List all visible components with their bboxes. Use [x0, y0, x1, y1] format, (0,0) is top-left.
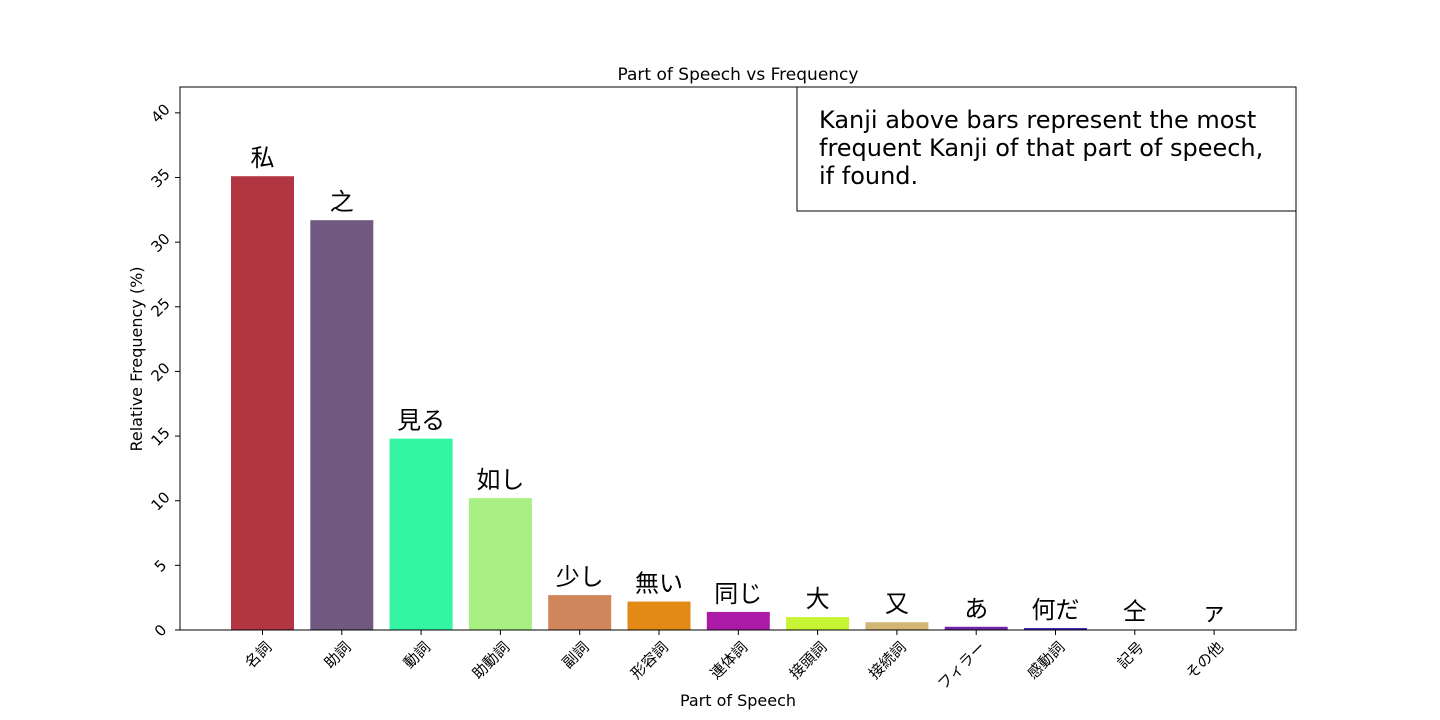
bar-kanji-label-3: 見る — [397, 407, 445, 435]
bar-kanji-label-9: 又 — [885, 590, 909, 618]
y-tick-label-5: 20 — [148, 359, 174, 385]
x-tick-label-10: フィラー — [934, 638, 989, 693]
x-tick-label-7: 連体詞 — [707, 638, 752, 683]
bar-kanji-label-13: ァ — [1202, 598, 1226, 626]
bar-kanji-label-11: 何だ — [1032, 596, 1080, 624]
x-tick-label-5: 副詞 — [559, 638, 593, 672]
x-tick-label-1: 名詞 — [241, 638, 275, 672]
x-tick-label-13: その他 — [1182, 638, 1227, 683]
x-tick-label-6: 形容詞 — [627, 638, 672, 683]
x-tick-label-11: 感動詞 — [1024, 638, 1069, 683]
annotation-line-1: Kanji above bars represent the most — [819, 106, 1256, 134]
bar-4 — [468, 498, 532, 630]
bar-10 — [944, 626, 1008, 630]
x-tick-label-12: 記号 — [1114, 638, 1148, 672]
x-tick-label-8: 接頭詞 — [786, 638, 831, 683]
bar-3 — [389, 438, 453, 630]
bar-7 — [706, 611, 770, 630]
y-tick-label-1: 0 — [151, 621, 170, 640]
y-tick-label-2: 5 — [151, 556, 170, 575]
annotation-line-2: frequent Kanji of that part of speech, — [819, 134, 1263, 162]
bar-5 — [548, 595, 612, 630]
y-axis-title: Relative Frequency (%) — [127, 266, 146, 451]
bar-kanji-label-12: 仝 — [1123, 598, 1147, 626]
bar-11 — [1024, 628, 1087, 630]
bar-1 — [231, 176, 294, 630]
x-tick-label-3: 動詞 — [400, 638, 434, 672]
bar-kanji-label-2: 之 — [330, 188, 354, 216]
bar-kanji-label-10: あ — [964, 595, 988, 623]
bar-kanji-label-5: 少し — [556, 563, 604, 591]
annotation-box: Kanji above bars represent the most freq… — [796, 86, 1297, 212]
x-tick-label-9: 接続詞 — [865, 638, 910, 683]
y-tick-label-3: 10 — [148, 488, 174, 514]
bar-9 — [865, 622, 929, 630]
annotation-line-3: if found. — [819, 162, 918, 190]
x-axis: 名詞 助詞 動詞 助動詞 副詞 形容詞 連体詞 接頭詞 接続詞 フィラー 感動詞 記号 その他 — [241, 630, 1227, 693]
chart-title: Part of Speech vs Frequency — [618, 65, 859, 85]
x-axis-title: Part of Speech — [680, 691, 796, 710]
x-tick-label-2: 助詞 — [321, 638, 355, 672]
bar-6 — [627, 601, 691, 630]
bar-8 — [786, 617, 850, 630]
bar-kanji-label-7: 同じ — [714, 580, 762, 608]
y-tick-label-9: 40 — [148, 100, 174, 126]
y-tick-label-6: 25 — [148, 294, 174, 320]
bar-kanji-label-1: 私 — [251, 144, 275, 172]
bar-2 — [310, 220, 374, 630]
x-tick-label-4: 助動詞 — [469, 638, 514, 683]
bar-kanji-label-8: 大 — [806, 585, 830, 613]
y-tick-label-8: 35 — [148, 165, 174, 191]
bar-kanji-label-4: 如し — [476, 466, 524, 494]
y-tick-label-4: 15 — [148, 424, 174, 450]
bar-kanji-label-6: 無い — [635, 570, 683, 598]
y-tick-label-7: 30 — [148, 230, 174, 256]
y-axis: 0 5 10 15 20 25 30 35 40 — [148, 100, 180, 640]
